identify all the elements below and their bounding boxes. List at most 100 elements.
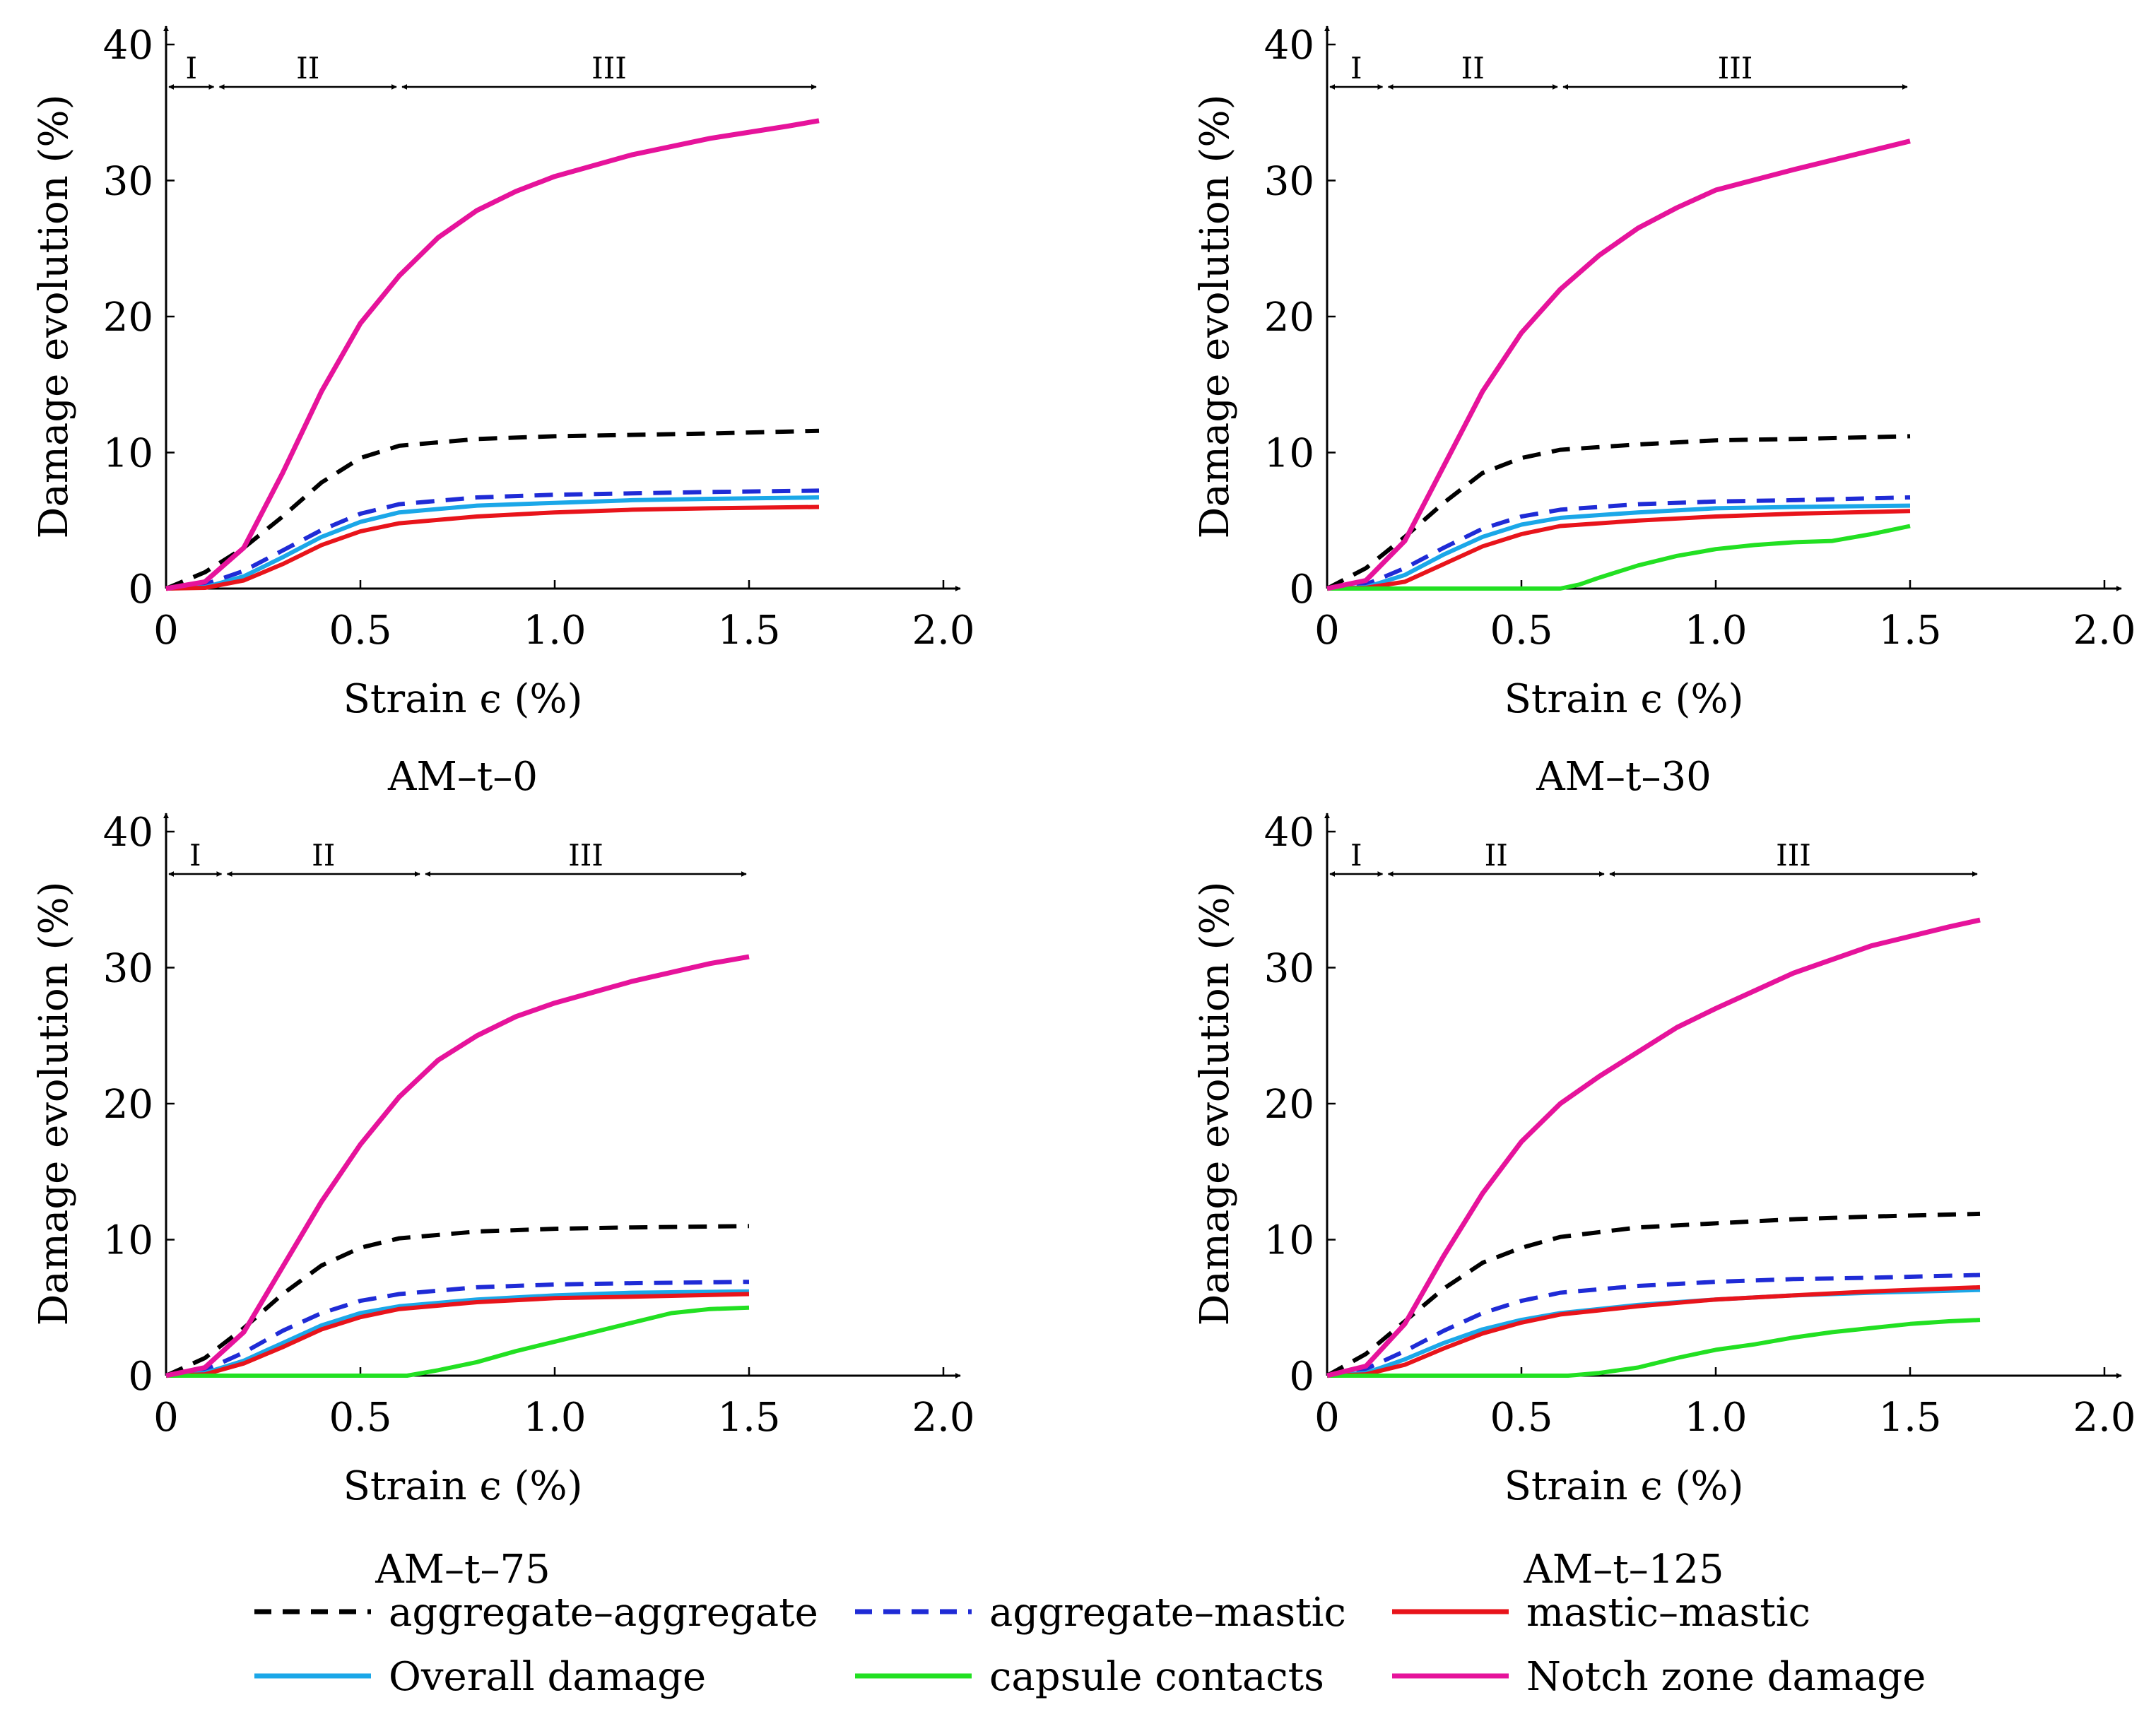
y-tick-label: 20 — [103, 295, 153, 341]
x-tick-label: 0.5 — [1490, 608, 1553, 654]
x-tick-label: 1.0 — [523, 1395, 586, 1441]
x-axis-title: Strain ϵ (%) — [343, 1463, 583, 1509]
x-tick-label: 1.5 — [1878, 1395, 1941, 1441]
x-tick-label: 0 — [1314, 608, 1340, 654]
region-label: I — [1350, 51, 1362, 85]
y-tick-label: 10 — [1264, 1218, 1314, 1264]
x-axis-title: Strain ϵ (%) — [1504, 676, 1744, 722]
series-line-aa — [1326, 1211, 1981, 1378]
region-label: III — [568, 838, 603, 873]
legend-label: mastic–mastic — [1526, 1590, 1810, 1636]
series-line-aa — [1326, 434, 1911, 591]
series-line-notch — [1326, 917, 1981, 1378]
series-line-notch — [165, 954, 750, 1378]
y-tick-label: 40 — [1264, 23, 1314, 69]
legend-item-ov: Overall damage — [254, 1654, 706, 1700]
series-line-cap — [166, 1305, 750, 1378]
region-label: III — [1718, 51, 1753, 85]
series-line-ov — [165, 495, 820, 591]
series-line-cap — [1327, 1318, 1981, 1378]
y-tick-label: 40 — [103, 23, 153, 69]
x-tick-label: 0.5 — [1490, 1395, 1553, 1441]
region-label: I — [189, 838, 201, 873]
series-line-cap — [1327, 524, 1911, 591]
chart-panel-3: 0 0.5 1.0 1.5 2.0 0 10 20 30 40 Strain ϵ (%) Damage… — [31, 810, 975, 1593]
y-axis-title: Damage evolution (%) — [31, 95, 77, 539]
region-label: I — [185, 51, 197, 85]
x-tick-label: 1.5 — [1878, 608, 1941, 654]
y-tick-label: 30 — [1264, 946, 1314, 992]
x-tick-label: 0 — [153, 1395, 179, 1441]
legend-item-notch: Notch zone damage — [1392, 1654, 1926, 1700]
x-tick-label: 1.5 — [717, 608, 780, 654]
chart-panel-4: 0 0.5 1.0 1.5 2.0 0 10 20 30 40 Strain ϵ (%) Damage… — [1192, 810, 2136, 1593]
legend: aggregate–aggregate aggregate–mastic masti… — [254, 1590, 1926, 1700]
region-label: II — [312, 838, 335, 873]
x-tick-label: 2.0 — [912, 608, 974, 654]
y-tick-label: 20 — [1264, 1082, 1314, 1128]
series-line-notch — [165, 118, 820, 591]
y-tick-label: 0 — [1289, 567, 1314, 613]
legend-label: Overall damage — [389, 1654, 706, 1700]
region-label: III — [591, 51, 627, 85]
series-line-ov — [165, 1289, 750, 1378]
y-tick-label: 0 — [128, 1354, 153, 1400]
series-line-mm — [165, 504, 820, 591]
series-line-am — [165, 1280, 750, 1378]
series-line-mm — [1326, 509, 1911, 591]
panel-caption: AM–t–125 — [1523, 1547, 1724, 1593]
x-tick-label: 1.0 — [523, 608, 586, 654]
x-axis-title: Strain ϵ (%) — [1504, 1463, 1744, 1509]
x-tick-label: 1.0 — [1684, 608, 1747, 654]
y-tick-label: 10 — [103, 1218, 153, 1264]
chart-panel-2: 0 0.5 1.0 1.5 2.0 0 10 20 30 40 Strain ϵ (%) Damage… — [1192, 23, 2136, 800]
chart-panel-1: 0 0.5 1.0 1.5 2.0 0 10 20 30 40 Strain ϵ (%) Damage… — [31, 23, 975, 800]
series-line-am — [1326, 495, 1911, 591]
legend-item-cap: capsule contacts — [855, 1654, 1324, 1700]
x-tick-label: 1.0 — [1684, 1395, 1747, 1441]
y-tick-label: 40 — [103, 810, 153, 856]
x-tick-label: 0.5 — [329, 1395, 391, 1441]
y-tick-label: 30 — [1264, 159, 1314, 205]
x-tick-label: 2.0 — [2073, 608, 2136, 654]
panel-caption: AM–t–30 — [1536, 754, 1712, 800]
x-tick-label: 2.0 — [2073, 1395, 2136, 1441]
legend-label: capsule contacts — [989, 1654, 1324, 1700]
panel-caption: AM–t–0 — [387, 754, 538, 800]
y-tick-label: 20 — [103, 1082, 153, 1128]
y-tick-label: 30 — [103, 159, 153, 205]
region-label: I — [1350, 838, 1362, 873]
y-tick-label: 40 — [1264, 810, 1314, 856]
region-label: III — [1776, 838, 1811, 873]
series-line-mm — [165, 1292, 750, 1378]
x-axis-title: Strain ϵ (%) — [343, 676, 583, 722]
series-line-notch — [1326, 138, 1911, 591]
y-tick-label: 10 — [1264, 431, 1314, 477]
series-line-aa — [165, 428, 820, 591]
region-label: II — [296, 51, 319, 85]
series-line-mm — [1326, 1285, 1981, 1378]
legend-item-aa: aggregate–aggregate — [254, 1590, 818, 1636]
panels: 0 0.5 1.0 1.5 2.0 0 10 20 30 40 Strain ϵ (%) Damage… — [31, 23, 2136, 1593]
y-axis-title: Damage evolution (%) — [1192, 95, 1238, 539]
y-axis-title: Damage evolution (%) — [31, 882, 77, 1326]
y-tick-label: 0 — [1289, 1354, 1314, 1400]
y-axis-title: Damage evolution (%) — [1192, 882, 1238, 1326]
y-tick-label: 0 — [128, 567, 153, 613]
x-tick-label: 0.5 — [329, 608, 391, 654]
x-tick-label: 2.0 — [912, 1395, 974, 1441]
y-tick-label: 30 — [103, 946, 153, 992]
x-tick-label: 1.5 — [717, 1395, 780, 1441]
legend-item-mm: mastic–mastic — [1392, 1590, 1810, 1636]
x-tick-label: 0 — [1314, 1395, 1340, 1441]
x-tick-label: 0 — [153, 608, 179, 654]
y-tick-label: 10 — [103, 431, 153, 477]
region-label: II — [1485, 838, 1508, 873]
panel-caption: AM–t–75 — [375, 1547, 550, 1593]
series-line-aa — [165, 1224, 750, 1378]
series-line-am — [1326, 1273, 1981, 1378]
legend-label: aggregate–mastic — [989, 1590, 1346, 1636]
region-label: II — [1461, 51, 1485, 85]
legend-label: Notch zone damage — [1526, 1654, 1926, 1700]
